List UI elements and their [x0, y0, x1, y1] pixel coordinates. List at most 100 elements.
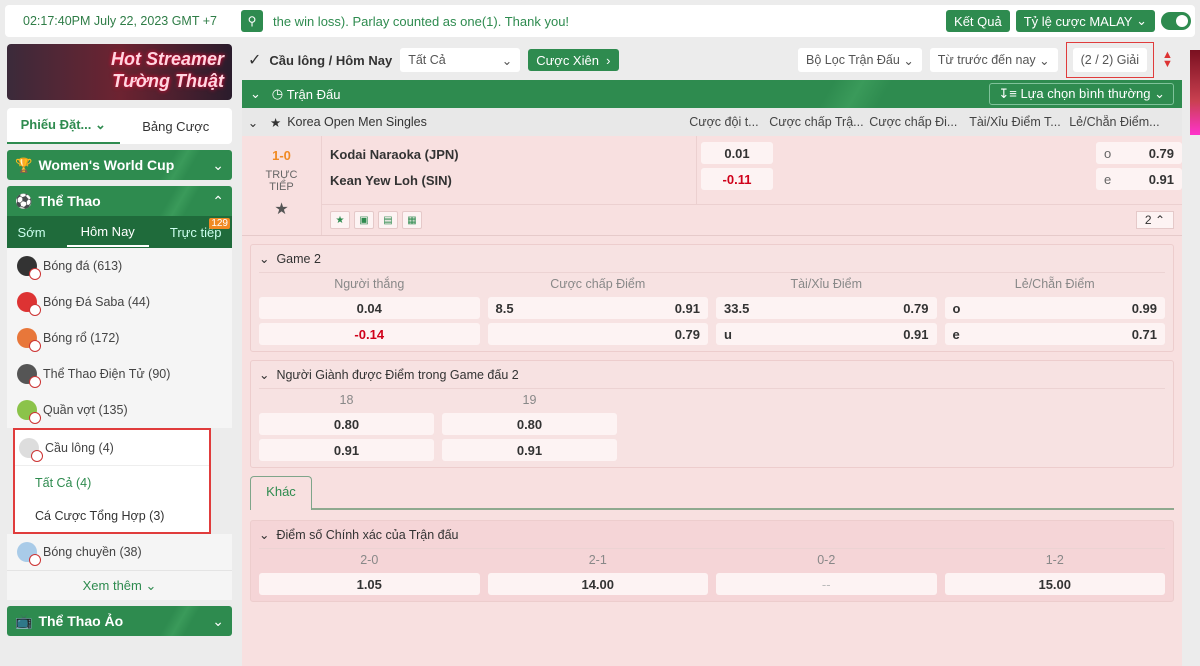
chevron-down-icon[interactable]: ⌄ [259, 528, 270, 542]
live-status: TRỰC TIẾP [265, 169, 298, 193]
stats-icon[interactable]: ▦ [402, 211, 422, 230]
column-header: 2-0 [360, 553, 379, 567]
sport-item-badminton[interactable]: Cầu lông (4) [15, 430, 209, 466]
parlay-button[interactable]: Cược Xiên › [528, 49, 619, 71]
clock-icon: ◷ [271, 86, 284, 101]
virtual-sports-header[interactable]: 📺 Thể Thao Ảo ⌄ [7, 606, 232, 636]
odds-cell[interactable]: 14.00 [487, 573, 708, 595]
odds-cell[interactable]: u 0.91 [716, 323, 937, 345]
odds-cell[interactable]: 0.80 [442, 413, 617, 435]
odds-value: 0.99 [1131, 300, 1157, 316]
odds-type-label: Tỷ lệ cược MALAY [1023, 13, 1133, 29]
sub-item-outright[interactable]: Cá Cược Tổng Hợp (3) [15, 499, 209, 532]
odds-cell[interactable]: e 0.71 [944, 323, 1165, 345]
odds-value: 0.91 [903, 326, 929, 342]
live-stream-icon[interactable]: ▣ [354, 211, 374, 230]
announcement-marquee: the win loss). Parlay counted as one(1).… [273, 13, 570, 29]
odds-cell[interactable]: 0.04 [259, 297, 480, 319]
sport-icon [17, 400, 41, 424]
sidebar: Hot Streamer Tường Thuật Phiếu Đặt... ⌄ B… [7, 44, 232, 636]
sport-item[interactable]: Bóng Đá Saba (44) [7, 284, 232, 320]
sport-label: Bóng chuyền (38) [43, 545, 142, 559]
chevron-down-icon[interactable]: ⌄ [259, 368, 270, 382]
column-header: Tài/Xỉu Điểm [790, 277, 863, 291]
odds-key: e [952, 326, 960, 342]
sport-item[interactable]: Quần vợt (135) [7, 392, 232, 428]
odds-cell[interactable]: 33.5 0.79 [716, 297, 937, 319]
tab-today[interactable]: Hôm Nay [66, 218, 149, 247]
column-header: Lẻ/Chẵn Điểm... [1069, 115, 1160, 129]
odds-cell[interactable]: 8.5 0.91 [487, 297, 708, 319]
sport-time-tabs: Sớm Hôm Nay Trực tiếp 129 [7, 216, 232, 248]
sport-item[interactable]: Bóng đá (613) [7, 248, 232, 284]
sub-label: Tất Cả [35, 475, 73, 490]
more-markets-button[interactable]: 2 ⌃ [1135, 211, 1174, 230]
theme-toggle[interactable] [1161, 12, 1191, 30]
odds-value: 0.71 [1131, 326, 1157, 342]
sport-item[interactable]: Thể Thao Điện Tử (90) [7, 356, 232, 392]
odds-cell[interactable]: o 0.99 [944, 297, 1165, 319]
section-label: Women's World Cup [38, 157, 175, 173]
see-more-label: Xem thêm [82, 578, 142, 593]
search-icon[interactable]: ⚲ [241, 10, 263, 32]
odds-key: e [1104, 171, 1112, 187]
side-ad-image[interactable] [1190, 50, 1200, 135]
shuttlecock-icon [19, 437, 43, 462]
market-tabs: Khác [250, 476, 1174, 510]
star-icon[interactable]: ★ [270, 115, 282, 130]
favorite-star-icon[interactable]: ★ [330, 211, 350, 230]
match-filter-select[interactable]: Bộ Lọc Trận Đấu ⌄ [798, 48, 922, 72]
chevron-down-icon[interactable]: ⌄ [259, 252, 270, 266]
tab-early[interactable]: Sớm [17, 224, 46, 240]
odds-cell[interactable]: 0.91 [442, 439, 617, 461]
sport-item[interactable]: Bóng rổ (172) [7, 320, 232, 356]
odds-home[interactable]: 0.01 [701, 142, 773, 164]
results-button[interactable]: Kết Quả [946, 10, 1010, 32]
sort-icon[interactable]: ▲ ▼ [1162, 49, 1173, 70]
sub-item-all[interactable]: Tất Cả (4) [15, 466, 209, 499]
market-filter-select[interactable]: Tất Cả ⌄ [400, 48, 521, 72]
live-score: 1-0 [272, 148, 291, 163]
virtual-sports-icon: 📺 [15, 612, 33, 629]
banner-line2: Tường Thuật [112, 71, 224, 91]
time-filter-select[interactable]: Từ trước đến nay ⌄ [929, 48, 1058, 72]
odds-cell[interactable]: -0.14 [259, 323, 480, 345]
favorite-star-icon[interactable]: ★ [274, 201, 289, 218]
womens-world-cup-header[interactable]: 🏆 Women's World Cup ⌄ [7, 150, 232, 180]
promo-banner[interactable]: Hot Streamer Tường Thuật [7, 44, 232, 100]
soccer-ball-icon: ⚽ [15, 192, 33, 209]
odds-value: 0.79 [674, 326, 700, 342]
see-more-button[interactable]: Xem thêm ⌄ [7, 570, 232, 600]
odds-key: 8.5 [495, 300, 514, 316]
odds-type-select[interactable]: Tỷ lệ cược MALAY ⌄ [1015, 10, 1155, 32]
tab-bet-slip[interactable]: Phiếu Đặt... ⌄ [7, 108, 120, 144]
odds-key: u [724, 326, 732, 342]
chevron-down-icon[interactable]: ⌄ [250, 86, 261, 101]
odds-cell[interactable]: 0.80 [259, 413, 434, 435]
tab-bet-list[interactable]: Bảng Cược [142, 118, 210, 134]
section-header: ⌄ ◷ Trận Đấu ↧≡ Lựa chọn bình thường ⌄ [242, 80, 1182, 108]
chevron-down-icon[interactable]: ⌄ [247, 115, 259, 130]
scoreboard-icon[interactable]: ▤ [378, 211, 398, 230]
tab-other[interactable]: Khác [250, 476, 312, 510]
odds-away[interactable]: -0.11 [701, 168, 773, 190]
market-game2: ⌄ Game 2 Người thắng Cược chấp Điểm Tài/Xỉ… [250, 244, 1174, 352]
sports-header[interactable]: ⚽ Thể Thao ⌃ [7, 186, 232, 216]
odds-cell[interactable]: 1.05 [259, 573, 480, 595]
odds-cell: -- [716, 573, 937, 595]
odds-cell[interactable]: 0.79 [487, 323, 708, 345]
sport-item-volleyball[interactable]: Bóng chuyền (38) [7, 534, 232, 570]
selection-mode-select[interactable]: ↧≡ Lựa chọn bình thường ⌄ [989, 83, 1174, 105]
league-selector[interactable]: (2 / 2) Giải [1072, 48, 1147, 72]
odds-cell[interactable]: 0.91 [259, 439, 434, 461]
sub-count: (3) [149, 508, 165, 523]
odds-value: 0.91 [1148, 171, 1174, 187]
odds-cell[interactable]: 15.00 [944, 573, 1165, 595]
odds-odd[interactable]: o 0.79 [1096, 142, 1182, 164]
column-header: Cược đội t... [689, 115, 759, 129]
trophy-icon: 🏆 [15, 156, 33, 173]
odds-value: 0.79 [903, 300, 929, 316]
column-header: Người thắng [334, 277, 405, 291]
odds-even[interactable]: e 0.91 [1096, 168, 1182, 190]
tab-live[interactable]: Trực tiếp [169, 224, 222, 240]
